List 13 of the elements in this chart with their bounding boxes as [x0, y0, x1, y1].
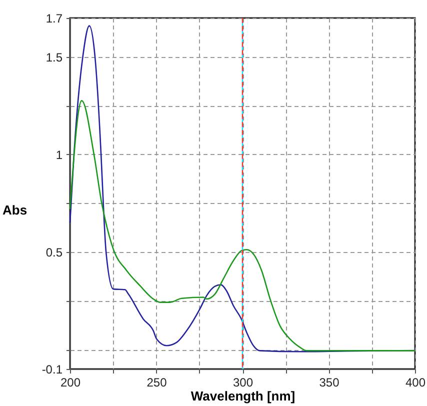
y-tick-label: 0.5 [46, 246, 63, 260]
y-tick-label: -0.1 [42, 362, 63, 376]
x-tick-label: 300 [232, 376, 254, 390]
y-tick-label: 1 [56, 148, 63, 162]
y-axis-title: Abs [2, 202, 28, 218]
x-tick-label: 200 [60, 376, 81, 390]
x-tick-label: 400 [405, 376, 426, 390]
line-series [69, 100, 416, 352]
y-tick-label: 1.7 [46, 12, 63, 26]
x-tick-label: 250 [146, 376, 168, 390]
y-tick-label: 1.5 [46, 50, 63, 64]
x-axis-title: Wavelength [nm] [190, 388, 296, 404]
x-tick-label: 350 [319, 376, 340, 390]
